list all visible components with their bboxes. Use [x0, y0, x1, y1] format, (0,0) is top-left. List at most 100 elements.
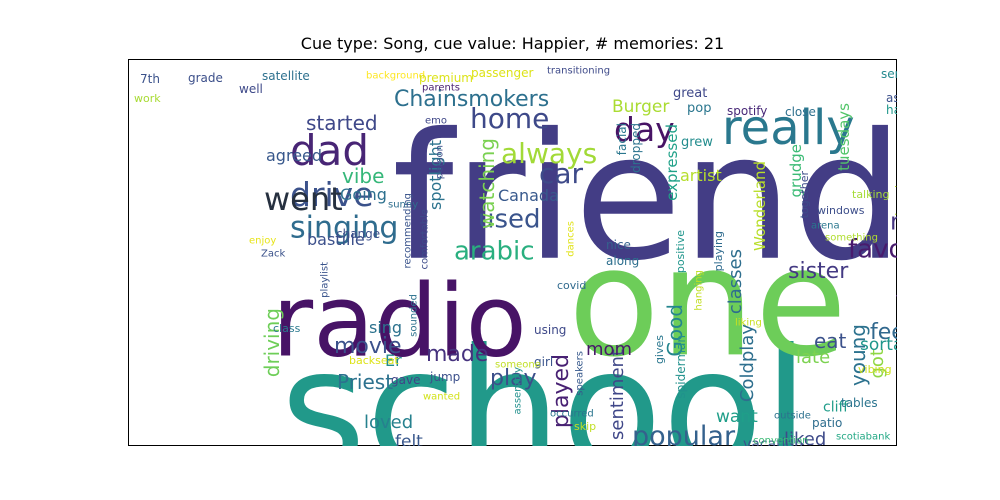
word-award: award — [895, 294, 897, 334]
word-work: work — [134, 92, 161, 105]
word-passenger: passenger — [471, 66, 533, 80]
word-driving: driving — [260, 308, 284, 377]
word-watching: watching — [475, 138, 499, 229]
word-well: well — [239, 82, 263, 96]
word-wanted: wanted — [423, 391, 460, 402]
word-went: went — [264, 180, 343, 218]
word-sing: sing — [369, 318, 402, 337]
word-priest: Priest — [337, 370, 393, 394]
word-convention: convention — [753, 435, 809, 446]
word-occurred: occurred — [550, 408, 594, 419]
word-vibe: vibe — [342, 164, 384, 188]
word-burger: Burger — [612, 97, 669, 117]
word-drive: drive — [290, 175, 374, 214]
word-skip: skip — [574, 420, 596, 433]
word-satellite: satellite — [262, 69, 310, 83]
word-serving: serving — [881, 67, 897, 81]
word-enjoy: enjoy — [249, 235, 276, 246]
word-grudge: grudge — [787, 144, 805, 197]
word-dad: dad — [290, 126, 369, 175]
word-one: one — [568, 216, 847, 390]
word-grew: grew — [681, 135, 713, 150]
word-positive: positive — [674, 230, 687, 273]
word-loved: loved — [364, 412, 413, 433]
word-change: change — [336, 227, 380, 241]
word-felt: felt — [395, 432, 423, 446]
word-playlist: playlist — [319, 262, 330, 298]
word-arena: arena — [811, 220, 840, 231]
word-spotlight: spotlight — [426, 140, 445, 210]
word-playing: playing — [712, 231, 725, 271]
word-great: great — [673, 86, 707, 101]
word-pop: pop — [687, 101, 711, 116]
word-radio: radio — [272, 262, 527, 379]
word-scotiabank: scotiabank — [836, 431, 890, 442]
word-jump: jump — [429, 370, 460, 384]
word-gives: gives — [653, 335, 666, 364]
word-recommending: recommending — [402, 193, 413, 268]
word-made: made — [426, 342, 488, 367]
word-expressed: expressed — [663, 124, 681, 201]
word-parents: parents — [422, 82, 460, 93]
word-mom: mom — [586, 339, 632, 360]
word-tuesdays: tuesdays — [835, 103, 853, 171]
word-transitioning: transitioning — [547, 65, 610, 76]
word-along: along — [606, 254, 639, 268]
word-hanging: hanging — [693, 270, 704, 311]
word-sorta: sorta — [860, 335, 897, 355]
word-happy: happy — [886, 103, 897, 117]
word-school: school — [280, 313, 809, 446]
word-grade: grade — [188, 71, 223, 85]
word-gave: gave — [391, 373, 420, 387]
word-emo: emo — [425, 115, 447, 126]
word-day: day — [614, 110, 675, 149]
word-chainsmokers: Chainsmokers — [394, 87, 549, 112]
word-really: really — [722, 100, 855, 156]
word-late: late — [796, 347, 830, 368]
word-used: used — [478, 204, 541, 234]
word-classes: classes — [725, 249, 746, 314]
word-er: Er — [385, 351, 402, 370]
word-someone: someone — [495, 359, 541, 370]
word-always: always — [501, 137, 597, 170]
word-coldplay: Coldplay — [737, 324, 758, 402]
word-feel: feel — [870, 320, 897, 345]
chart-title: Cue type: Song, cue value: Happier, # me… — [300, 34, 725, 53]
word-patio: patio — [812, 416, 842, 430]
word-using: using — [534, 323, 566, 337]
word-eat: eat — [814, 329, 847, 353]
word-sister: sister — [788, 259, 849, 284]
word-make: make — [890, 208, 897, 236]
word-want: want — [716, 407, 758, 427]
word-assembly: assembly — [512, 367, 523, 415]
word-friend: friend — [392, 97, 897, 300]
word-going: Going — [340, 185, 387, 204]
word-windows: windows — [817, 204, 865, 217]
word-car: car — [539, 157, 584, 190]
word-7th: 7th — [140, 72, 160, 86]
word-close: close — [785, 105, 816, 119]
words-layer: friendschooloneradiothinkreallydadvideod… — [134, 65, 897, 446]
word-nice: nice — [606, 238, 631, 252]
word-talking: talking — [852, 188, 890, 201]
word-sentiment: sentiment — [607, 349, 628, 440]
word-agreed: agreed — [266, 146, 322, 165]
word-covid: covid — [557, 279, 586, 292]
plot-frame — [128, 59, 897, 446]
word-facial: facial — [615, 123, 629, 155]
word-sunny: sunny — [388, 199, 418, 210]
word-comfortable: comfortable — [419, 209, 430, 269]
word-home: home — [470, 102, 549, 135]
word-cloud: friendschooloneradiothinkreallydadvideod… — [128, 59, 897, 446]
word-spotify: spotify — [727, 104, 767, 118]
word-play: play — [490, 366, 537, 391]
word-girl: girl — [534, 355, 553, 369]
word-bastille: bastille — [307, 230, 365, 249]
word-dropped: dropped — [629, 123, 643, 173]
word-singing: singing — [290, 211, 398, 246]
word-wonderland: Wonderland — [751, 161, 769, 251]
word-vacation: vacation — [743, 437, 803, 446]
word-popular: popular — [632, 421, 736, 446]
word-artist: artist — [680, 166, 722, 185]
word-canada: Canada — [498, 186, 559, 205]
